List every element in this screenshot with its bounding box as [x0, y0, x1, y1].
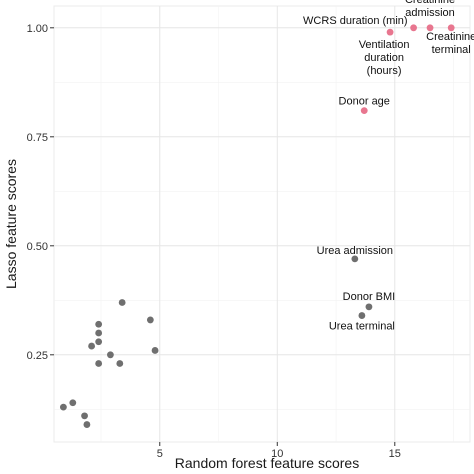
data-point: [360, 107, 368, 115]
y-axis-title: Lasso feature scores: [3, 159, 19, 289]
x-axis-title: Random forest feature scores: [175, 455, 359, 471]
data-point: [351, 255, 359, 263]
point-label: Ventilation duration (hours): [359, 39, 410, 77]
data-point: [116, 360, 124, 367]
data-point: [358, 312, 366, 319]
data-point: [107, 351, 114, 359]
point-label: Urea terminal: [329, 321, 395, 333]
point-label: Donor age: [339, 96, 390, 108]
y-tick-label: 0.25: [27, 350, 48, 362]
data-points: [60, 24, 455, 428]
plot-area: [53, 5, 471, 443]
data-point: [151, 347, 159, 354]
y-tick-label: 0.50: [27, 241, 48, 253]
data-point: [83, 421, 91, 428]
point-label: WCRS duration (min): [303, 15, 408, 27]
data-point: [88, 342, 96, 350]
data-point: [69, 399, 77, 407]
x-tick-label: 15: [389, 448, 401, 460]
x-tick-label: 5: [157, 448, 163, 460]
data-point: [118, 299, 126, 306]
point-label: Creatinine terminal: [426, 31, 474, 56]
grid-lines: [54, 6, 470, 442]
data-point: [365, 303, 373, 311]
x-tick-label: 10: [271, 448, 283, 460]
data-point: [95, 329, 103, 337]
data-point: [426, 24, 434, 32]
data-point: [95, 338, 103, 346]
data-point: [386, 28, 394, 36]
data-point: [60, 403, 67, 411]
y-tick-label: 0.75: [27, 132, 48, 144]
axis-ticks: 5 10 15 0.25 0.50 0.75 1.00: [27, 23, 401, 460]
data-point: [95, 360, 103, 367]
point-label: Donor BMI: [343, 291, 396, 303]
data-point: [95, 320, 103, 328]
data-point: [146, 316, 154, 324]
data-point: [447, 24, 455, 32]
point-label: Urea admission: [317, 245, 393, 257]
y-tick-label: 1.00: [27, 23, 48, 35]
data-point: [81, 412, 88, 420]
point-label: Creatinineadmission: [405, 0, 455, 19]
data-point: [410, 24, 417, 32]
